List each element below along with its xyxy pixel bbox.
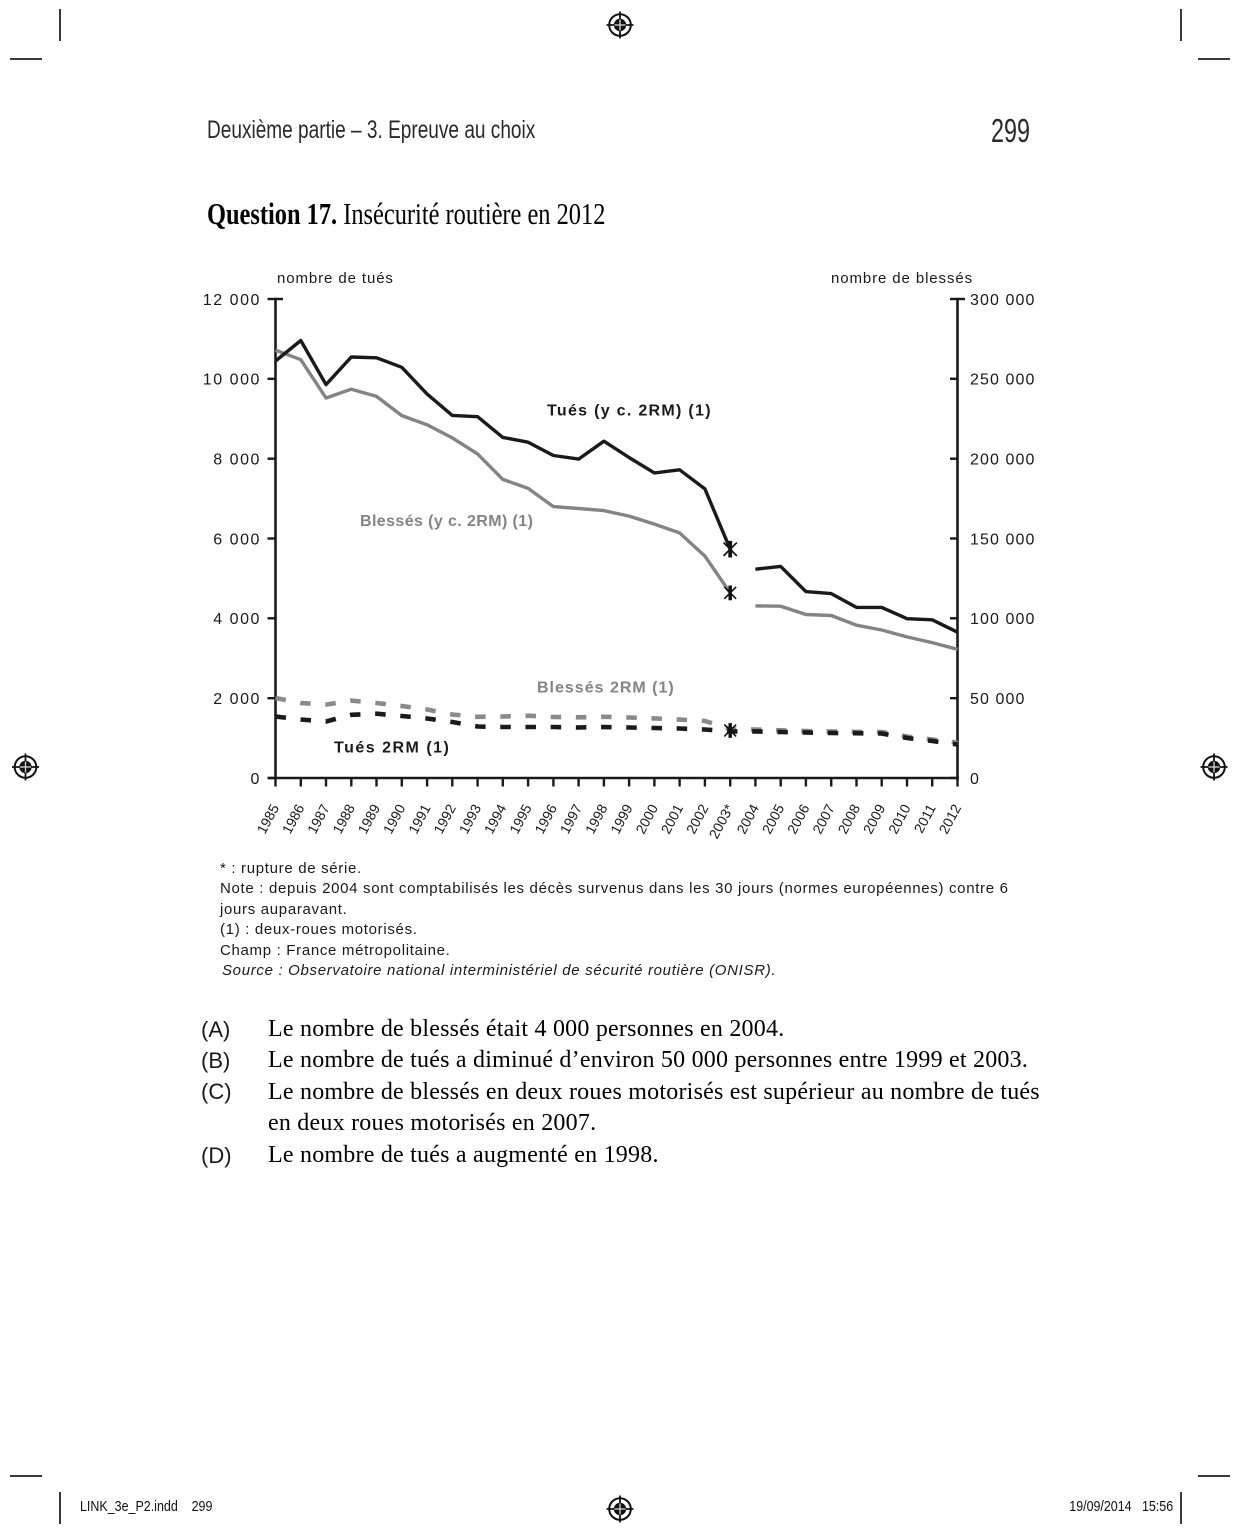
svg-text:50 000: 50 000 [970,691,1026,708]
svg-text:0: 0 [970,771,980,788]
svg-text:12 000: 12 000 [203,292,261,309]
svg-text:2009: 2009 [860,801,889,836]
svg-text:2005: 2005 [759,801,788,836]
svg-text:nombre de tués: nombre de tués [277,270,394,287]
svg-text:2011: 2011 [911,801,939,835]
svg-text:Blessés (y c. 2RM) (1): Blessés (y c. 2RM) (1) [360,513,533,530]
svg-text:1990: 1990 [380,801,409,836]
svg-text:1993: 1993 [455,801,484,836]
svg-text:4 000: 4 000 [213,611,261,628]
svg-text:nombre de blessés: nombre de blessés [831,270,973,287]
svg-text:2001: 2001 [657,801,686,836]
svg-text:0: 0 [251,771,261,788]
svg-text:1997: 1997 [556,801,585,836]
svg-text:Tués 2RM (1): Tués 2RM (1) [334,740,450,757]
svg-text:250 000: 250 000 [970,372,1036,389]
svg-text:1985: 1985 [253,801,282,836]
svg-text:1998: 1998 [582,801,611,836]
svg-text:2000: 2000 [632,801,661,836]
svg-text:150 000: 150 000 [970,531,1036,548]
svg-text:1986: 1986 [279,801,308,836]
svg-text:2004: 2004 [733,801,762,836]
svg-text:1987: 1987 [304,801,333,836]
svg-text:2010: 2010 [885,801,914,836]
svg-text:2012: 2012 [935,801,964,836]
svg-text:1999: 1999 [607,801,636,836]
svg-text:Blessés 2RM (1): Blessés 2RM (1) [537,680,675,697]
svg-text:1989: 1989 [354,801,383,836]
svg-text:2003*: 2003* [706,801,738,841]
svg-text:1996: 1996 [531,801,560,836]
svg-text:10 000: 10 000 [203,372,261,389]
svg-text:2 000: 2 000 [213,691,261,708]
svg-text:1994: 1994 [481,801,510,836]
svg-text:1995: 1995 [506,801,535,836]
svg-text:200 000: 200 000 [970,452,1036,469]
svg-text:6 000: 6 000 [213,531,261,548]
svg-text:8 000: 8 000 [213,452,261,469]
svg-text:100 000: 100 000 [970,611,1036,628]
svg-text:2007: 2007 [809,801,838,836]
svg-text:2006: 2006 [784,801,813,836]
svg-text:1991: 1991 [405,801,434,836]
svg-text:1992: 1992 [430,801,459,836]
svg-text:1988: 1988 [329,801,358,836]
svg-text:Tués (y c. 2RM) (1): Tués (y c. 2RM) (1) [547,403,712,420]
svg-text:300 000: 300 000 [970,292,1036,309]
svg-text:2008: 2008 [834,801,863,836]
